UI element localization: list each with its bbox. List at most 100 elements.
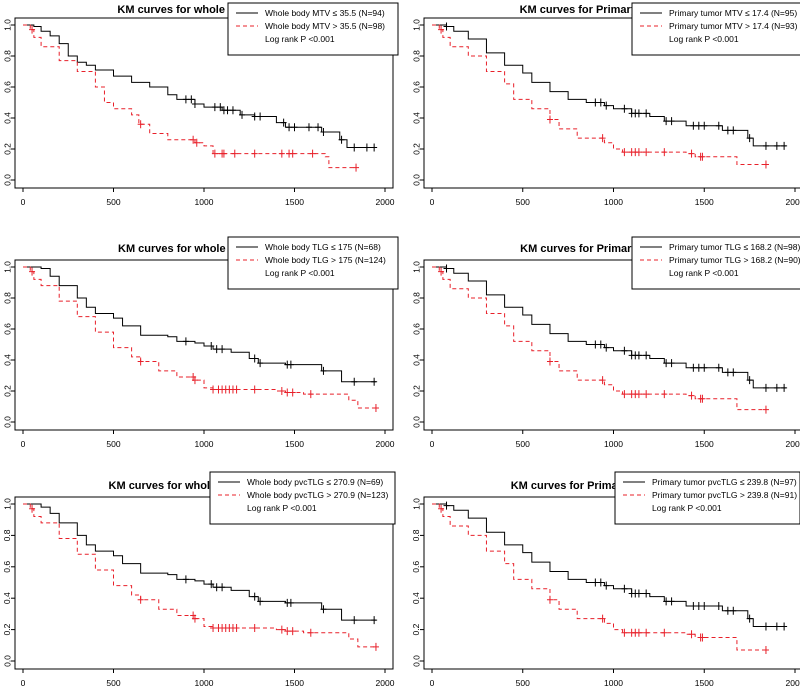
- y-tick-label: 0.0: [411, 655, 421, 667]
- y-tick-label: 0.8: [411, 529, 421, 541]
- censor-mark: [191, 614, 198, 623]
- y-tick-label: 0.4: [411, 354, 421, 366]
- censor-mark: [229, 106, 236, 115]
- censor-mark: [239, 110, 246, 119]
- censor-mark: [371, 143, 378, 152]
- censor-mark: [278, 387, 285, 395]
- censor-mark: [257, 359, 264, 368]
- censor-mark: [29, 25, 36, 34]
- x-tick-label: 1000: [195, 678, 214, 688]
- y-tick-label: 0.8: [2, 292, 12, 304]
- survival-curve-high: [23, 266, 376, 409]
- x-tick-label: 0: [430, 678, 435, 688]
- censor-mark: [621, 346, 628, 355]
- censor-mark: [363, 143, 370, 152]
- censor-mark: [762, 141, 769, 150]
- censor-mark: [661, 148, 668, 157]
- censor-mark: [284, 627, 291, 636]
- censor-mark: [233, 385, 240, 394]
- legend-entry: Log rank P <0.001: [669, 34, 739, 44]
- censor-mark: [287, 598, 294, 607]
- legend-box: [631, 236, 800, 290]
- censor-mark: [305, 123, 312, 132]
- censor-mark: [746, 614, 753, 623]
- censor-mark: [699, 394, 706, 403]
- x-tick-label: 500: [516, 197, 530, 207]
- legend-entry: Whole body TLG > 175 (N=124): [265, 255, 386, 265]
- censor-mark: [291, 123, 298, 132]
- legend-entry: Primary tumor MTV ≤ 17.4 (N=95): [669, 8, 797, 18]
- censor-mark: [278, 625, 285, 634]
- legend-entry: Primary tumor TLG ≤ 168.2 (N=98): [669, 242, 800, 252]
- censor-mark: [219, 345, 226, 354]
- censor-mark: [257, 597, 264, 606]
- censor-mark: [320, 366, 327, 375]
- legend-entry: Whole body pvcTLG > 270.9 (N=123): [247, 490, 388, 500]
- censor-mark: [443, 501, 450, 510]
- censor-mark: [635, 390, 642, 399]
- censor-mark: [597, 578, 604, 587]
- y-tick-label: 0.0: [2, 416, 12, 428]
- y-tick-label: 1.0: [411, 261, 421, 273]
- censor-mark: [137, 120, 144, 129]
- censor-mark: [762, 160, 769, 169]
- y-tick-label: 0.2: [2, 623, 12, 635]
- censor-mark: [773, 622, 780, 631]
- censor-mark: [182, 575, 189, 584]
- survival-curve-high: [23, 24, 357, 169]
- censor-mark: [210, 385, 217, 394]
- x-tick-label: 500: [106, 197, 120, 207]
- legend-entry: Log rank P <0.001: [247, 503, 317, 513]
- censor-mark: [688, 391, 695, 400]
- censor-mark: [309, 149, 316, 158]
- censor-mark: [621, 104, 628, 113]
- y-tick-label: 0.6: [411, 323, 421, 335]
- censor-mark: [289, 388, 296, 397]
- y-tick-label: 0.2: [411, 143, 421, 155]
- x-tick-label: 1500: [695, 439, 714, 449]
- censor-mark: [688, 149, 695, 158]
- y-tick-label: 0.4: [2, 354, 12, 366]
- censor-mark: [546, 595, 553, 604]
- censor-mark: [724, 368, 731, 377]
- censor-mark: [699, 633, 706, 642]
- censor-mark: [635, 589, 642, 598]
- censor-mark: [695, 363, 702, 372]
- y-tick-label: 0.2: [2, 385, 12, 397]
- censor-mark: [668, 359, 675, 368]
- legend-entry: Primary tumor pvcTLG ≤ 239.8 (N=97): [652, 477, 797, 487]
- y-tick-label: 1.0: [411, 19, 421, 31]
- legend-entry: Whole body MTV ≤ 35.5 (N=94): [265, 8, 385, 18]
- censor-mark: [635, 148, 642, 157]
- censor-mark: [190, 135, 197, 144]
- legend-box: [227, 236, 399, 290]
- y-tick-label: 0.8: [2, 529, 12, 541]
- x-tick-label: 1000: [604, 678, 623, 688]
- y-tick-label: 0.6: [2, 81, 12, 93]
- y-tick-label: 1.0: [2, 19, 12, 31]
- x-tick-label: 1500: [285, 197, 304, 207]
- legend-entry: Whole body TLG ≤ 175 (N=68): [265, 242, 381, 252]
- censor-mark: [371, 377, 378, 386]
- censor-mark: [635, 109, 642, 118]
- censor-mark: [730, 126, 737, 135]
- x-tick-label: 2000: [786, 439, 800, 449]
- censor-mark: [621, 148, 628, 157]
- censor-mark: [351, 377, 358, 386]
- censor-mark: [371, 616, 378, 625]
- x-tick-label: 500: [106, 678, 120, 688]
- censor-mark: [690, 363, 697, 372]
- legend-entry: Whole body pvcTLG ≤ 270.9 (N=69): [247, 477, 383, 487]
- censor-mark: [280, 118, 287, 127]
- censor-mark: [315, 123, 322, 132]
- y-tick-label: 1.0: [2, 261, 12, 273]
- censor-mark: [233, 624, 240, 633]
- y-tick-label: 0.6: [411, 81, 421, 93]
- censor-mark: [284, 388, 291, 397]
- x-tick-label: 0: [21, 197, 26, 207]
- y-tick-label: 0.6: [411, 561, 421, 573]
- y-tick-label: 0.4: [411, 592, 421, 604]
